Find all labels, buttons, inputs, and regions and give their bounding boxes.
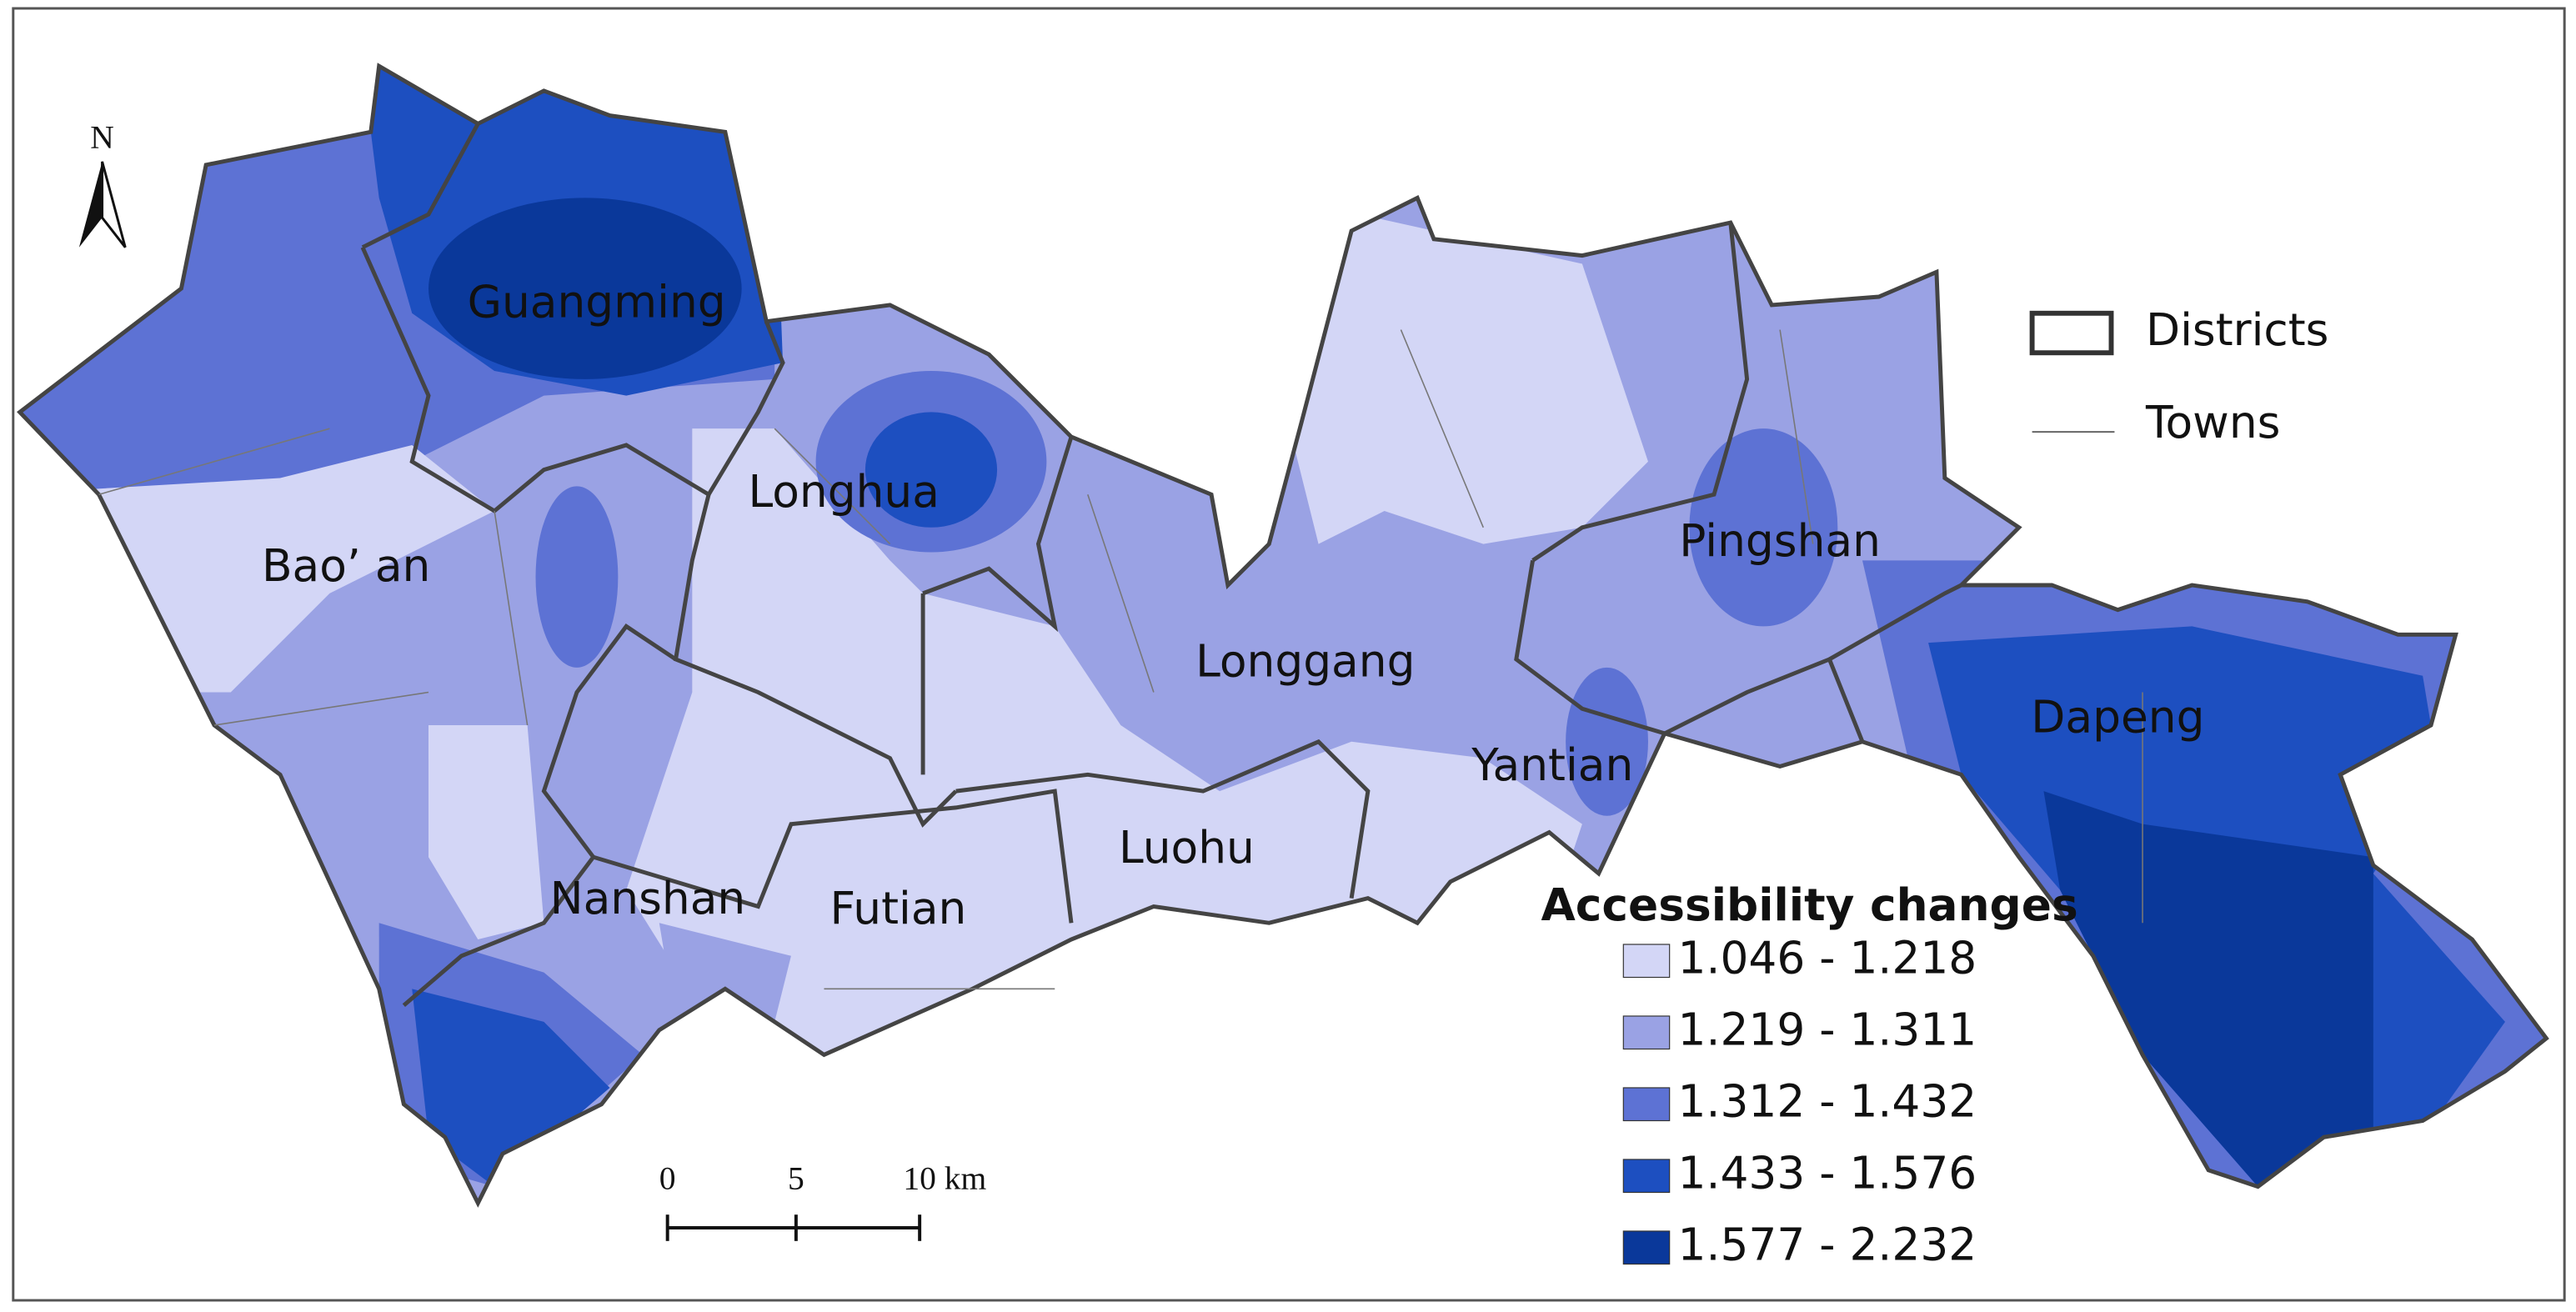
district-boundary — [1828, 583, 1962, 662]
class-zone — [865, 412, 998, 528]
legend-label: 1.046 - 1.218 — [1678, 931, 1977, 984]
town-boundary — [213, 691, 429, 726]
scale-label: 10 km — [903, 1160, 986, 1197]
town-boundary — [98, 428, 330, 496]
legend-swatch — [1622, 1015, 1671, 1050]
town-boundary — [1087, 494, 1155, 693]
district-label: Longhua — [748, 465, 939, 518]
class-zone — [659, 923, 791, 1022]
district-label: Futian — [830, 882, 967, 934]
labels: Guangming Bao’ an Longhua Nanshan Futian Luoh… — [78, 118, 2328, 1270]
district-boundary — [1514, 559, 1666, 736]
districts-swatch — [2029, 310, 2114, 356]
district-boundary — [673, 493, 958, 828]
legend-swatch — [1622, 1230, 1671, 1265]
legend-label: 1.433 - 1.576 — [1678, 1146, 1977, 1199]
class-zone — [428, 725, 544, 940]
scale-label: 5 — [788, 1160, 804, 1197]
class-zone — [1689, 428, 1838, 627]
scale-label: 0 — [659, 1160, 676, 1197]
district-label: Dapeng — [2031, 691, 2204, 744]
district-boundary — [360, 246, 785, 514]
north-arrow — [101, 161, 127, 248]
district-boundary — [361, 123, 480, 249]
class-zone — [2043, 791, 2373, 1187]
boundaries — [17, 63, 2549, 1208]
class-zone — [1285, 198, 1648, 544]
legend-label: 1.219 - 1.311 — [1678, 1003, 1977, 1055]
class-zone — [412, 989, 610, 1187]
town-boundary — [1400, 329, 1485, 528]
district-label: Bao’ an — [262, 539, 430, 592]
legend-swatch — [1622, 1159, 1671, 1194]
towns-legend-label: Towns — [2145, 396, 2280, 448]
town-boundary — [774, 428, 891, 545]
districts-legend-label: Districts — [2146, 303, 2328, 356]
district-boundary — [922, 436, 1074, 633]
class-zone — [428, 198, 742, 379]
class-zone — [1566, 667, 1648, 816]
legend-title: Accessibility changes — [1541, 879, 2077, 931]
town-boundary — [494, 510, 529, 726]
north-label: N — [90, 118, 114, 155]
district-boundary — [402, 623, 677, 1007]
class-zone — [535, 486, 619, 668]
legend-label: 1.312 - 1.432 — [1678, 1074, 1977, 1127]
district-boundary — [1531, 222, 1750, 563]
district-label: Nanshan — [550, 872, 746, 924]
district-label: Guangming — [468, 276, 726, 328]
legend-label: 1.577 - 2.232 — [1678, 1218, 1977, 1270]
district-boundary — [592, 789, 1074, 924]
district-label: Luohu — [1119, 821, 1255, 874]
district-label: Yantian — [1471, 739, 1633, 791]
district-label: Pingshan — [1679, 514, 1881, 567]
legend-swatch — [1622, 1087, 1671, 1122]
district-boundary — [1663, 656, 1865, 743]
district-label: Longgang — [1195, 635, 1415, 688]
legend-swatch — [1622, 944, 1671, 979]
town-boundary — [1779, 329, 1814, 544]
district-boundary — [955, 739, 1371, 899]
